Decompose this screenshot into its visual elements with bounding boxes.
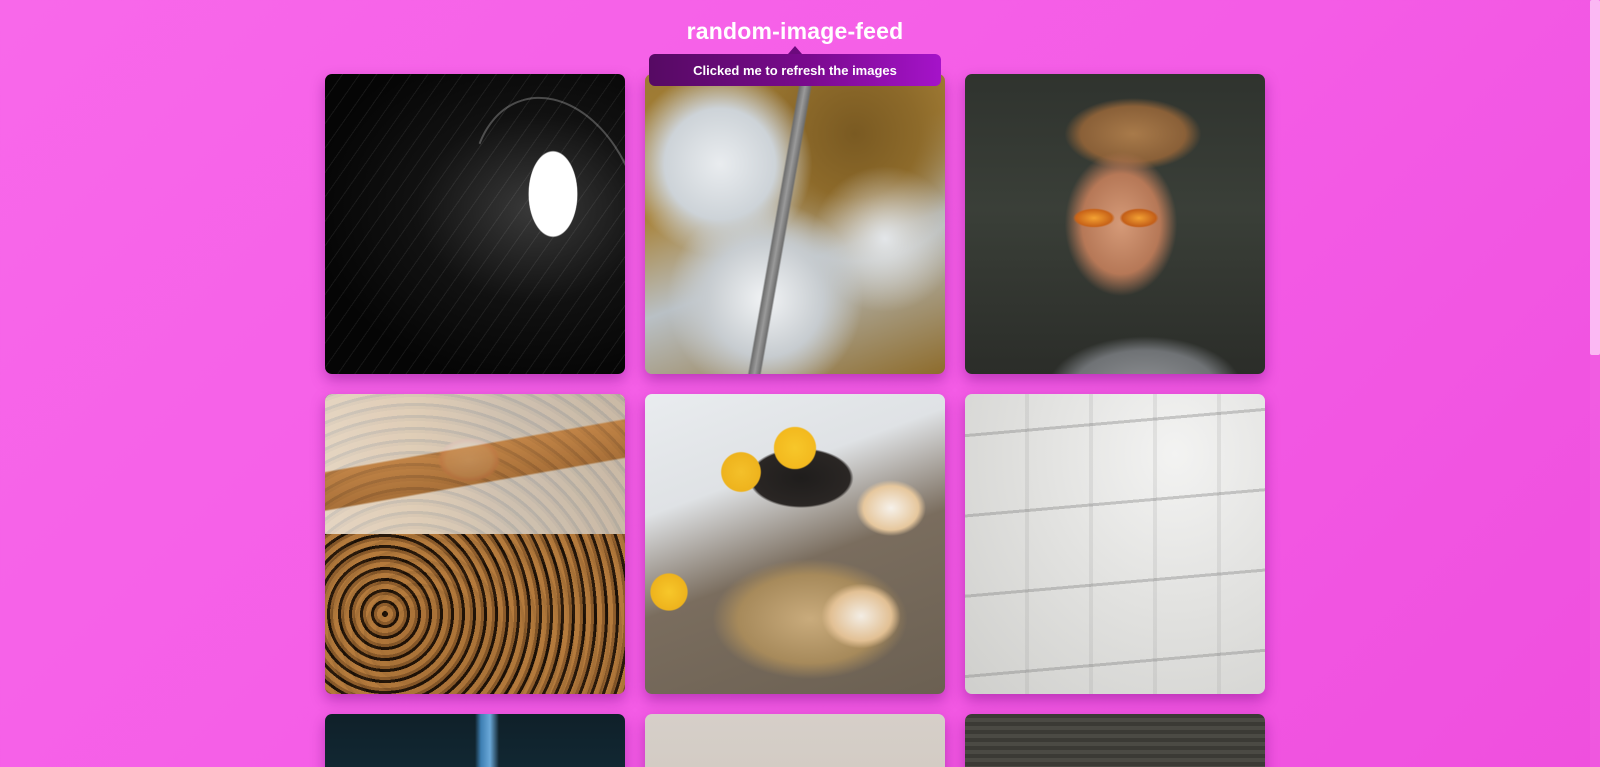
page-title[interactable]: random-image-feed bbox=[0, 18, 1590, 45]
image-card-lemon-tarts[interactable] bbox=[645, 394, 945, 694]
image-card-spiral-staircase[interactable] bbox=[325, 74, 625, 374]
image-card-tunnel-lights[interactable] bbox=[965, 714, 1265, 767]
image-grid bbox=[325, 74, 1265, 767]
image-card-aerial-road[interactable] bbox=[645, 74, 945, 374]
image-card-man-sunglasses[interactable] bbox=[965, 74, 1265, 374]
tooltip-text: Clicked me to refresh the images bbox=[693, 63, 897, 78]
image-card-spiral-building[interactable] bbox=[965, 394, 1265, 694]
image-card-blue-bottles[interactable] bbox=[325, 714, 625, 767]
scrollbar-thumb[interactable] bbox=[1590, 0, 1600, 355]
image-card-sparkling-water[interactable] bbox=[645, 714, 945, 767]
image-card-coffee-cup[interactable] bbox=[325, 394, 625, 694]
tooltip-arrow bbox=[788, 46, 802, 54]
refresh-tooltip: Clicked me to refresh the images bbox=[649, 54, 941, 86]
